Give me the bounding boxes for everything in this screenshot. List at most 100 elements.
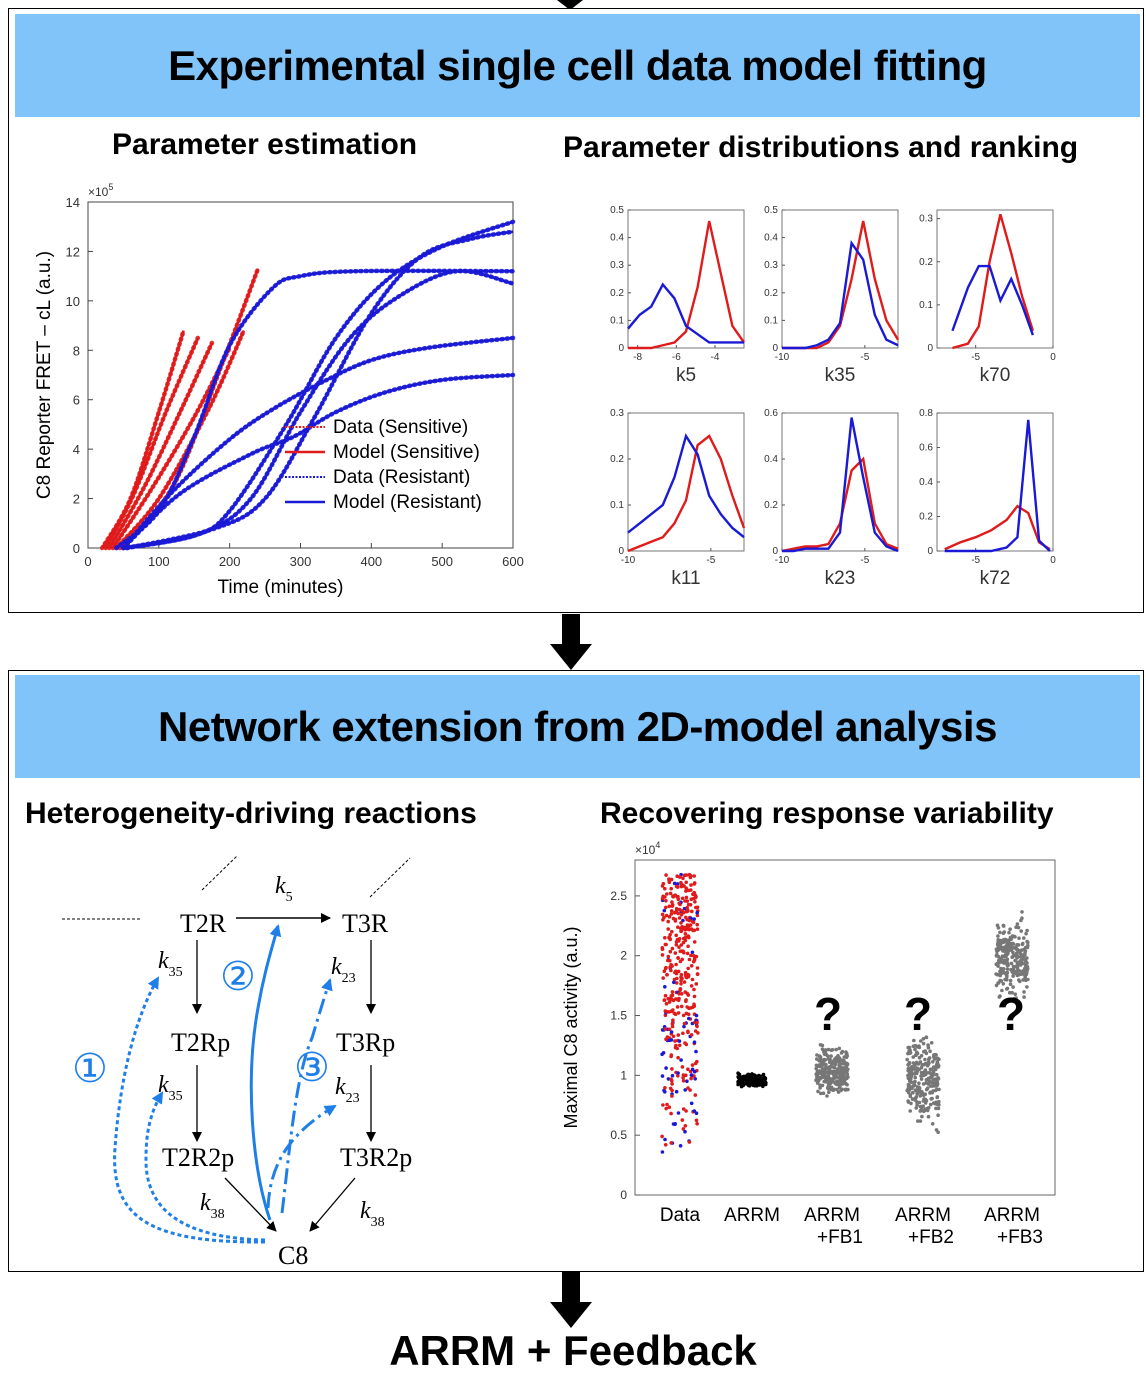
variability-point [1005,967,1010,971]
variability-point [1001,982,1006,986]
variability-point [1019,929,1023,933]
variability-point [921,1041,926,1046]
variability-point [1010,941,1015,946]
variability-point [689,897,694,901]
dist-y-tick-label: 0.5 [610,205,624,216]
feedback-3-lower [266,1104,337,1209]
variability-point [928,1102,933,1107]
variability-point [670,1082,674,1086]
variability-point [662,998,667,1002]
variability-point [662,908,667,913]
variability-point [689,883,693,887]
variability-point [669,968,673,973]
variability-point [673,919,678,923]
fret-y-axis-label: C8 Reporter FRET – cL (a.u.) [34,251,55,499]
variability-point [689,964,694,968]
title-response-variability: Recovering response variability [600,797,1054,830]
feedback-label-1: ① [72,1047,108,1091]
rate-k38-right: k38 [360,1198,385,1230]
variability-point [1024,972,1029,977]
variability-point [677,916,682,920]
variability-point [663,1137,667,1142]
variability-point [745,1073,749,1078]
variability-point [922,1073,926,1078]
variability-point [917,1085,921,1089]
variability-point [1017,936,1021,940]
variability-point [675,885,680,889]
variability-point [680,1118,685,1122]
variability-point [926,1114,931,1119]
variability-point [678,875,682,879]
variability-point [1025,939,1029,944]
variability-point [677,945,681,949]
banner-network-extension: Network extension from 2D-model analysis [15,675,1140,778]
variability-point [817,1071,822,1075]
variability-point [680,1065,685,1069]
variability-point [663,985,667,989]
variability-point [926,1045,931,1050]
variability-y-tick-label: 0.5 [610,1128,627,1142]
context-line-t2r [201,855,238,891]
variability-point [742,1074,746,1079]
variability-point [669,994,674,998]
variability-point [661,1103,665,1107]
variability-point [677,907,682,912]
variability-point [1011,985,1015,989]
variability-point [918,1109,923,1113]
variability-point [837,1046,842,1051]
variability-point [919,1074,923,1078]
variability-point [681,1013,686,1018]
variability-point [1021,941,1025,946]
fret-x-tick-label: 500 [431,554,453,569]
variability-point [919,1039,923,1043]
variability-point [692,987,696,992]
variability-point [681,1076,685,1080]
variability-point [757,1073,761,1078]
fret-series-sensitive-data [103,335,201,551]
dist-line-resistant-k72 [944,419,1051,553]
variability-point [681,1079,686,1083]
variability-point [737,1080,742,1084]
variability-point [690,909,694,914]
variability-point [736,1075,741,1080]
dist-y-tick-label: 0.2 [764,500,778,511]
variability-point [996,945,1001,949]
node-c8: C8 [278,1241,308,1268]
variability-point [686,934,691,938]
dist-y-tick-label: 0.8 [919,408,933,419]
variability-point [842,1055,847,1059]
variability-point [920,1062,924,1067]
node-t2r2p: T2R2p [162,1143,234,1172]
variability-point [670,1021,675,1026]
variability-point [679,921,683,925]
variability-point [664,873,668,877]
variability-category-label: ARRM [724,1205,780,1226]
variability-point [680,883,685,887]
variability-point [1017,978,1021,982]
variability-point [753,1083,757,1088]
variability-point [839,1068,844,1073]
variability-point [1003,954,1008,959]
variability-point [921,1037,926,1041]
variability-point [669,1009,674,1013]
variability-point [694,1111,699,1115]
variability-point [1024,968,1029,973]
variability-point [670,929,674,934]
variability-point [750,1073,754,1077]
variability-point [662,969,667,973]
variability-point [915,1050,919,1055]
variability-point [816,1079,821,1083]
variability-point [1011,974,1015,978]
variability-point [1011,950,1015,955]
variability-point [664,899,668,903]
variability-point [998,969,1002,974]
variability-point [834,1047,838,1052]
variability-point [838,1078,842,1083]
variability-point [838,1084,842,1088]
variability-point [1022,936,1026,940]
dist-line-resistant-k5 [627,282,744,344]
variability-point [934,1072,939,1077]
variability-point [839,1051,844,1055]
variability-point [679,1058,683,1062]
variability-point [908,1109,912,1113]
